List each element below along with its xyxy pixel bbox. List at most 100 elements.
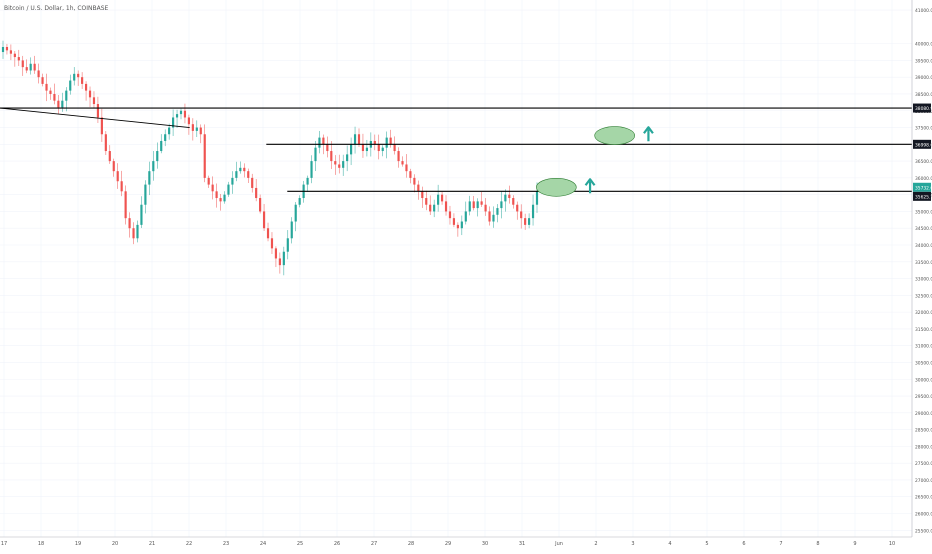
candle	[144, 180, 147, 214]
candle	[500, 191, 503, 219]
x-tick-label: 27	[371, 541, 377, 547]
price-tag[interactable]: 35732.00	[913, 182, 932, 192]
candle	[429, 195, 432, 216]
candle-body	[88, 90, 92, 98]
y-tick-label: 29500.00	[915, 394, 932, 400]
y-tick-label: 34000.00	[915, 243, 932, 249]
candle	[508, 185, 511, 204]
candle	[45, 73, 48, 102]
candle-body	[306, 177, 309, 185]
candle-body	[357, 134, 361, 145]
chart-title: Bitcoin / U.S. Dollar, 1h, COINBASE	[4, 5, 109, 12]
x-tick-label: 20	[112, 541, 118, 547]
candle	[266, 222, 270, 242]
candle	[353, 126, 357, 154]
trend-line[interactable]	[0, 107, 190, 128]
candle	[255, 179, 258, 202]
candle	[120, 170, 123, 197]
y-tick-label: 39500.00	[915, 58, 932, 64]
candle-body	[385, 137, 388, 148]
annotations[interactable]	[536, 126, 654, 197]
candle-body	[49, 90, 52, 94]
y-tick-label: 28000.00	[915, 444, 932, 450]
price-tag-label: 35625.12	[915, 194, 932, 200]
candle	[338, 154, 341, 174]
candle	[270, 232, 274, 254]
candle-body	[393, 144, 396, 152]
candle-body	[25, 67, 28, 71]
green-ellipse-marker[interactable]	[594, 126, 635, 145]
candle	[239, 161, 242, 174]
candle-body	[452, 218, 456, 225]
candle-body	[397, 151, 400, 162]
x-tick-label: 26	[334, 541, 340, 547]
candle-body	[136, 224, 139, 239]
candle	[223, 191, 226, 204]
x-tick-label: 5	[705, 541, 708, 547]
y-tick-label: 37500.00	[915, 126, 932, 132]
candle-body	[195, 127, 198, 131]
price-tag-bg	[913, 103, 931, 113]
candle-body	[262, 211, 266, 229]
candle	[365, 139, 368, 157]
candle	[148, 161, 151, 196]
candle-body	[219, 198, 222, 202]
candle-body	[492, 214, 495, 222]
y-tick-label: 27000.00	[915, 478, 932, 484]
candle-body	[484, 204, 487, 212]
price-axis[interactable]: 41000.00 40000.00 39500.00 39000.00 38500.00…	[911, 0, 932, 550]
x-tick-label: 28	[408, 541, 414, 547]
candle-body	[516, 204, 519, 212]
candle	[397, 147, 400, 168]
candle	[235, 161, 238, 182]
candle	[373, 134, 376, 151]
candle-body	[21, 60, 24, 68]
candle-body	[429, 204, 432, 212]
candle	[413, 174, 416, 193]
price-tag[interactable]: 35625.12	[913, 191, 932, 201]
price-tag[interactable]: 36998.00	[913, 139, 932, 149]
candle-body	[334, 161, 337, 165]
x-tick-label: 2	[594, 541, 597, 547]
candle-body	[330, 151, 333, 162]
candle	[116, 163, 119, 189]
candle-body	[33, 63, 36, 71]
candle	[306, 175, 309, 192]
price-tag[interactable]: 38080.91	[913, 103, 932, 113]
candle	[440, 191, 444, 205]
candle-body	[476, 201, 479, 209]
candle-body	[128, 218, 131, 229]
x-tick-label: 30	[482, 541, 488, 547]
candles	[1, 40, 539, 276]
candle-body	[69, 80, 72, 91]
up-arrow-icon[interactable]	[643, 126, 654, 142]
candle-body	[116, 171, 119, 182]
time-axis[interactable]: 17 18 19 20 21 22 23 24 25 26 27 28 29 30 31 Jun 2 3 4 5 6 7 8…	[0, 536, 932, 550]
candle-body	[266, 228, 270, 239]
candle	[243, 163, 246, 178]
y-tick-label: 27500.00	[915, 461, 932, 467]
candle	[128, 212, 131, 238]
green-ellipse-marker[interactable]	[536, 177, 577, 197]
y-tick-label: 31000.00	[915, 344, 932, 350]
up-arrow-icon[interactable]	[584, 178, 596, 194]
candle-body	[298, 198, 301, 205]
candle	[112, 158, 115, 177]
drawing-lines[interactable]	[0, 107, 912, 192]
candle-body	[381, 147, 384, 152]
candle	[104, 131, 107, 155]
candle	[215, 183, 218, 208]
candle-body	[504, 194, 507, 202]
candle-body	[500, 201, 503, 209]
candle	[25, 59, 28, 74]
candle	[140, 196, 143, 229]
candle	[195, 120, 198, 138]
x-tick-label: 7	[779, 541, 782, 547]
candle-body	[524, 218, 527, 225]
candle-body	[531, 204, 535, 219]
candle	[77, 70, 80, 86]
candle-body	[1, 46, 5, 53]
candle	[17, 49, 20, 67]
y-tick-label: 36500.00	[915, 159, 932, 165]
